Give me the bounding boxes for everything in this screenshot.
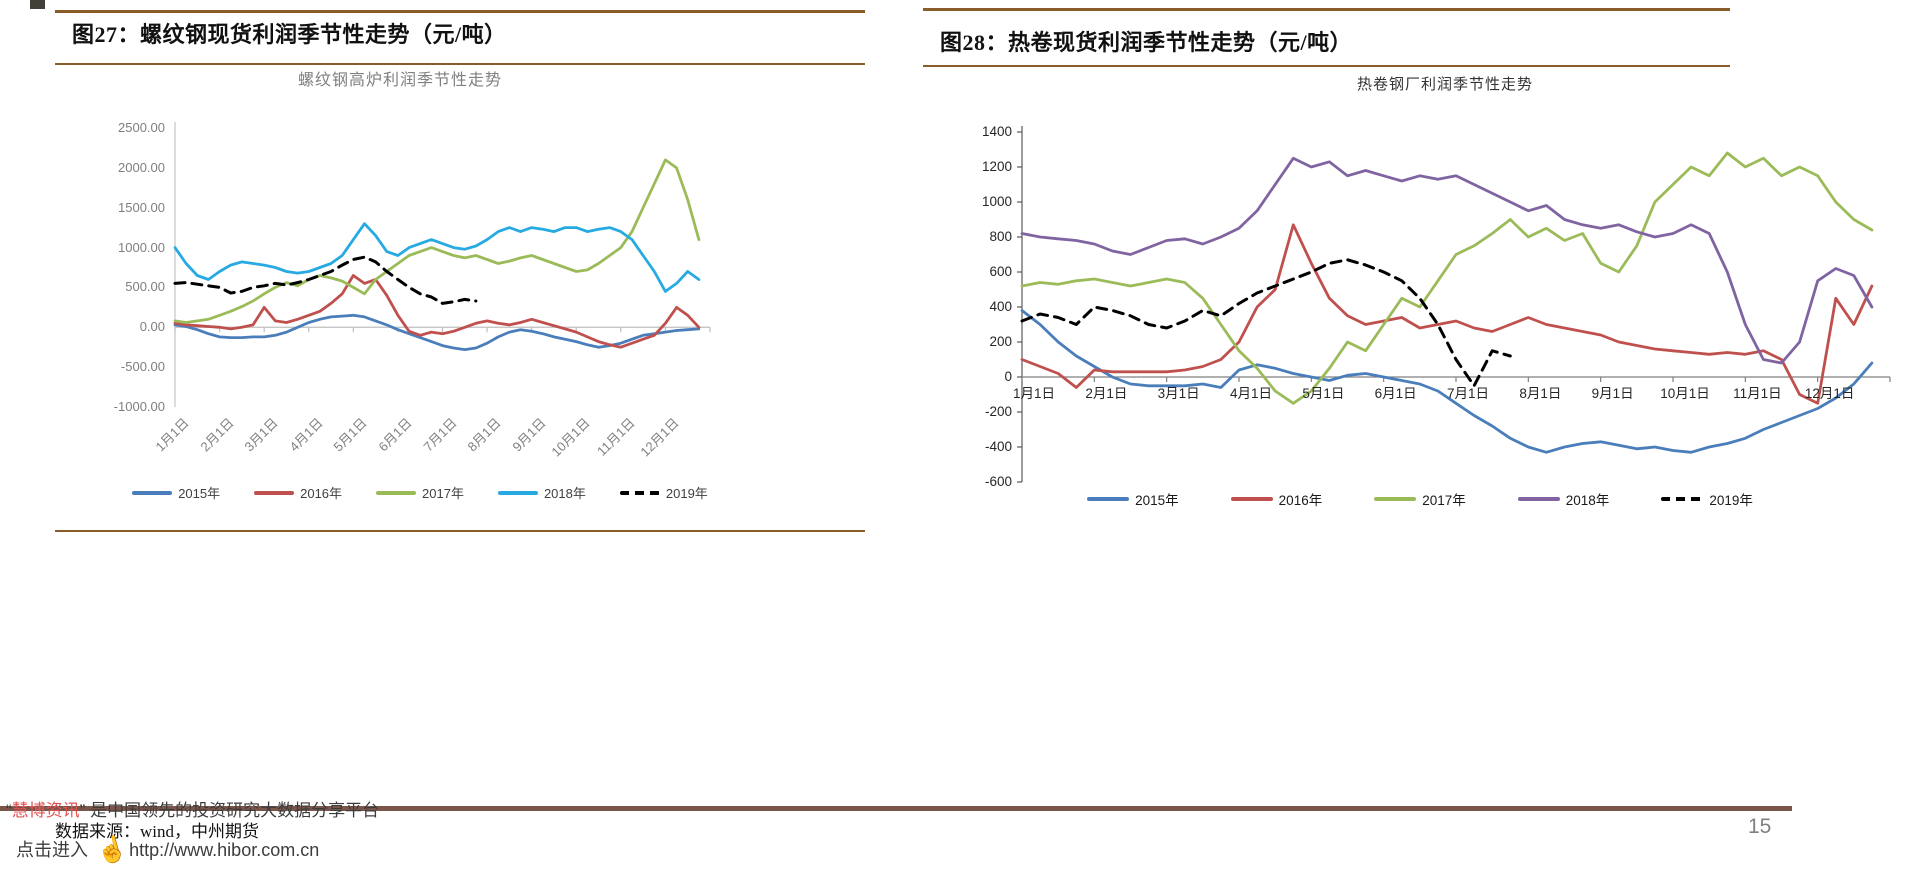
- legend-label: 2018年: [543, 486, 586, 501]
- y-tick-label: 1500.00: [118, 199, 165, 215]
- y-tick-label: 200: [989, 334, 1012, 349]
- legend-item: 2018年: [497, 483, 586, 502]
- x-tick-label: 10月1日: [1660, 386, 1710, 401]
- watermark-link-line: 点击进入 ☝http://www.hibor.com.cn: [16, 833, 320, 868]
- watermark-tagline-text: 是中国领先的投资研究大数据分享平台: [85, 801, 380, 820]
- y-tick-label: 1400: [981, 124, 1012, 139]
- pointing-hand-icon: ☝: [93, 832, 131, 868]
- y-tick-label: 2500.00: [118, 120, 165, 135]
- caption-underline-right: [923, 65, 1730, 67]
- x-tick-label: 7月1日: [1446, 386, 1490, 401]
- y-tick-label: -500.00: [120, 359, 165, 375]
- x-tick-label: 12月1日: [1804, 386, 1855, 401]
- legend-swatch: [376, 490, 417, 495]
- legend-item: 2019年: [619, 483, 708, 502]
- legend-item: 2017年: [1374, 489, 1466, 509]
- y-tick-label: 400: [989, 299, 1012, 314]
- y-tick-label: 1200: [981, 159, 1012, 174]
- figure27-caption: 图27：螺纹钢现货利润季节性走势（元/吨）: [72, 22, 507, 47]
- footer-rule: [0, 806, 1792, 811]
- legend-item: 2015年: [132, 483, 220, 502]
- x-tick-label: 3月1日: [1157, 386, 1200, 401]
- x-tick-label: 1月1日: [1012, 386, 1056, 401]
- legend-item: 2017年: [376, 483, 464, 502]
- y-tick-label: 500.00: [125, 279, 165, 295]
- legend-label: 2019年: [665, 486, 708, 501]
- legend-label: 2017年: [1422, 493, 1466, 508]
- legend-item: 2015年: [1087, 489, 1179, 509]
- legend-swatch: [1087, 497, 1130, 501]
- legend-label: 2015年: [1135, 493, 1179, 508]
- legend-swatch: [497, 490, 538, 495]
- legend-swatch: [132, 490, 173, 495]
- series-line-2017年: [1020, 151, 1874, 405]
- watermark-brand: 慧博资讯: [11, 801, 80, 820]
- x-tick-label: 2月1日: [1085, 386, 1128, 401]
- legend-label: 2018年: [1565, 493, 1610, 508]
- legend-swatch: [1517, 497, 1560, 501]
- legend-swatch: [1374, 497, 1417, 501]
- x-tick-label: 6月1日: [1374, 386, 1417, 401]
- page-number: 15: [1748, 815, 1772, 838]
- header-rule-right: [923, 8, 1730, 11]
- series-line-2019年: [1020, 258, 1512, 388]
- series-line-2019年: [173, 255, 478, 305]
- panel-bottom-rule-left: [55, 530, 865, 532]
- y-tick-label: 600: [989, 264, 1012, 279]
- y-tick-label: 800: [989, 229, 1012, 244]
- legend-label: 2016年: [1278, 493, 1323, 508]
- legend-label: 2016年: [300, 486, 343, 501]
- legend-swatch: [1230, 497, 1273, 501]
- legend-item: 2016年: [254, 483, 342, 502]
- series-line-2015年: [1020, 309, 1874, 454]
- legend-item: 2016年: [1230, 489, 1323, 509]
- y-tick-label: 0: [1004, 369, 1012, 384]
- y-tick-label: 0.00: [139, 319, 165, 335]
- data-source-note: 数据来源：wind，中州期货: [55, 822, 259, 841]
- series-line-2016年: [173, 274, 701, 349]
- caption-underline-left: [55, 63, 865, 65]
- figure28-caption: 图28：热卷现货利润季节性走势（元/吨）: [940, 30, 1353, 55]
- legend-item: 2018年: [1517, 489, 1610, 509]
- y-tick-label: 2000.00: [118, 159, 165, 175]
- y-tick-label: -200: [984, 404, 1012, 419]
- watermark-url[interactable]: http://www.hibor.com.cn: [129, 840, 320, 860]
- x-tick-label: 4月1日: [1229, 386, 1273, 401]
- legend-swatch: [254, 490, 295, 495]
- series-line-2018年: [1020, 156, 1874, 365]
- chart-title: 热卷钢厂利润季节性走势: [1356, 76, 1533, 93]
- chart-title: 螺纹钢高炉利润季节性走势: [297, 72, 502, 89]
- legend-label: 2015年: [178, 486, 221, 501]
- legend-swatch: [619, 490, 660, 495]
- x-tick-label: 8月1日: [1519, 386, 1562, 401]
- series-line-2016年: [1020, 223, 1874, 405]
- x-tick-label: 9月1日: [1591, 386, 1634, 401]
- x-tick-label: 5月1日: [1302, 386, 1345, 401]
- click-enter-label[interactable]: 点击进入: [16, 840, 88, 860]
- legend-swatch: [1661, 497, 1704, 501]
- print-corner-mark: [30, 0, 45, 9]
- series-line-2018年: [173, 222, 701, 293]
- y-tick-label: -400: [984, 439, 1012, 454]
- y-tick-label: 1000: [981, 194, 1012, 209]
- series-line-2017年: [173, 158, 701, 324]
- x-tick-label: 11月1日: [1733, 386, 1782, 401]
- watermark-tagline: “慧博资讯” 是中国领先的投资研究大数据分享平台: [6, 801, 380, 820]
- legend-label: 2017年: [422, 486, 464, 501]
- y-tick-label: -1000.00: [113, 399, 165, 414]
- legend-item: 2019年: [1661, 489, 1753, 509]
- y-tick-label: 1000.00: [118, 239, 165, 255]
- header-rule-left: [55, 10, 865, 13]
- chart-legend: 2015年 2016年 2017年 2018年 2019年: [20, 483, 820, 502]
- legend-label: 2019年: [1709, 493, 1753, 508]
- y-tick-label: -600: [984, 474, 1012, 489]
- chart-legend: 2015年 2016年 2017年 2018年 2019年: [1020, 489, 1820, 509]
